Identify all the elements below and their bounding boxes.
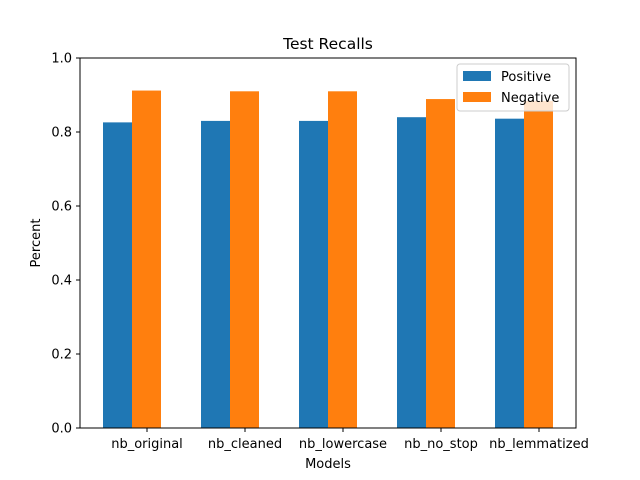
bar-positive-nb_cleaned: [201, 120, 230, 429]
bar-positive-nb_original: [103, 122, 132, 428]
bar-negative-nb_no_stop: [426, 99, 455, 428]
bar-positive-nb_no_stop: [397, 117, 426, 428]
x-tick-label: nb_lemmatized: [489, 437, 589, 452]
y-tick-label: 0.4: [51, 274, 72, 289]
chart-title: Test Recalls: [282, 35, 373, 53]
plot-frame: [79, 57, 577, 429]
x-ticks-group: nb_original nb_cleaned nb_lowercase nb_no_s…: [111, 428, 589, 452]
y-tick-label: 0.8: [51, 126, 72, 141]
legend-swatch-negative: [463, 92, 491, 102]
y-tick-label: 0.0: [51, 422, 72, 437]
y-tick-label: 0.6: [51, 200, 72, 215]
bar-positive-nb_lemmatized: [495, 118, 524, 429]
y-ticks-group: 0.0 0.2 0.4 0.6 0.8 1.0: [51, 52, 80, 437]
bar-negative-nb_lowercase: [328, 91, 357, 429]
y-axis-label: Percent: [29, 219, 44, 268]
bar-negative-nb_original: [132, 90, 161, 428]
bar-positive-nb_lowercase: [299, 120, 328, 429]
y-tick-label: 0.2: [51, 348, 72, 363]
legend-label-positive: Positive: [501, 70, 551, 85]
x-tick-label: nb_lowercase: [299, 437, 387, 452]
bars-group: [103, 90, 553, 429]
bar-negative-nb_cleaned: [230, 91, 259, 429]
legend: Positive Negative: [456, 63, 570, 112]
x-axis-label: Models: [305, 457, 351, 472]
legend-label-negative: Negative: [501, 91, 559, 106]
x-tick-label: nb_original: [111, 437, 183, 452]
x-tick-label: nb_cleaned: [208, 437, 282, 452]
legend-swatch-positive: [463, 71, 491, 81]
y-tick-label: 1.0: [51, 52, 72, 67]
bar-negative-nb_lemmatized: [524, 100, 553, 429]
x-tick-label: nb_no_stop: [404, 437, 478, 452]
